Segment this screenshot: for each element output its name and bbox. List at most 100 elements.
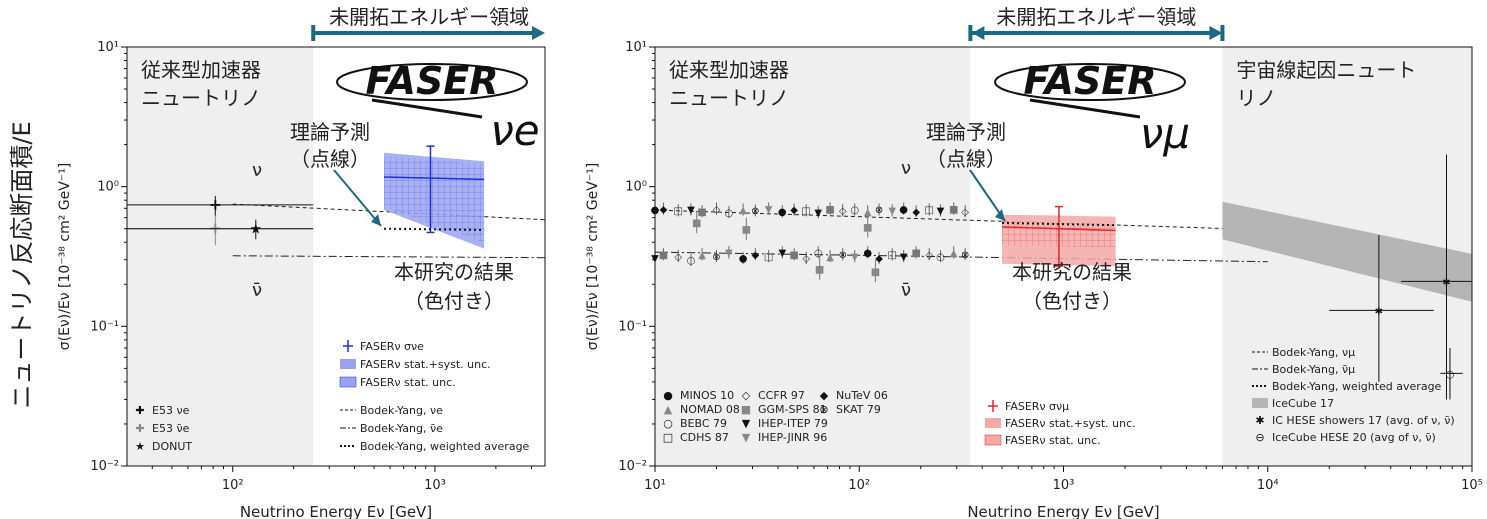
data-point-accelerator: ▲ <box>698 250 706 261</box>
data-point-accelerator: ○ <box>687 256 696 267</box>
data-point-accelerator: ▼ <box>725 248 733 259</box>
legend-marker: ◇ <box>742 389 751 402</box>
legend-label: BEBC 79 <box>680 417 727 430</box>
legend-marker <box>340 359 356 369</box>
legend-label: FASERν stat. unc. <box>1005 434 1101 447</box>
data-point-accelerator: ◇ <box>925 250 933 261</box>
theory-note-arrow <box>333 169 382 227</box>
legend-marker: ● <box>663 389 673 402</box>
legend-marker: ○ <box>663 417 673 430</box>
theory-nubar-line <box>232 255 546 259</box>
faser-central-line <box>384 176 485 181</box>
theory-note: 理論予測 <box>290 120 370 144</box>
theory-note: 理論予測 <box>926 120 1006 144</box>
data-point-ggm: ■ <box>742 225 751 236</box>
data-point-e53: + <box>209 195 222 214</box>
region-label: ニュートリノ <box>141 86 261 110</box>
legend-marker: ✚ <box>135 404 144 417</box>
legend-marker: ⊖ <box>1255 431 1264 444</box>
data-point-accelerator: ◇ <box>961 207 969 218</box>
nu-label: ν <box>252 160 262 181</box>
legend-marker <box>1252 398 1268 408</box>
legend-label: E53 ν̄e <box>152 422 190 435</box>
icecube-point: ✱ <box>1442 277 1450 288</box>
data-point-accelerator: ◇ <box>802 254 810 265</box>
legend-marker <box>985 418 1001 428</box>
y-tick-label: 10⁰ <box>625 180 647 195</box>
data-point-accelerator: ▲ <box>864 207 872 218</box>
legend-marker: ▼ <box>742 431 751 444</box>
icecube-band <box>1222 201 1472 302</box>
y-tick-label: 10⁰ <box>97 180 119 195</box>
x-tick-label: 10³ <box>424 478 446 493</box>
region-label: 従来型加速器 <box>669 58 789 82</box>
data-point-accelerator: ▼ <box>888 206 896 217</box>
data-point-accelerator: ◆ <box>912 207 920 218</box>
x-axis-label: Neutrino Energy Eν [GeV] <box>240 503 432 519</box>
data-point-accelerator: ● <box>899 204 908 215</box>
data-point-accelerator: ■ <box>789 250 798 261</box>
theory-note: （点線） <box>926 147 1006 171</box>
data-point-ggm: ■ <box>871 267 880 278</box>
legend-marker: ◆ <box>820 389 829 402</box>
data-point-accelerator: ■ <box>911 248 920 259</box>
data-point-accelerator: ▲ <box>739 205 747 216</box>
theory-avg-line <box>1001 221 1116 227</box>
x-tick-label: 10² <box>222 478 244 493</box>
faser-logo-arrow <box>371 98 483 119</box>
y-axis-label: σ(Eν)/Eν [10⁻³⁸ cm² GeV⁻¹] <box>57 163 73 351</box>
data-point-accelerator: ○ <box>814 248 823 259</box>
legend-marker: ▼ <box>742 417 751 430</box>
data-point-accelerator: ⊗ <box>712 252 720 263</box>
region-label: 従来型加速器 <box>141 58 261 82</box>
x-tick-label: 10¹ <box>644 478 666 493</box>
data-point-accelerator: ▼ <box>687 205 695 216</box>
banner-label: 未開拓エネルギー領域 <box>996 5 1196 29</box>
theory-note: （点線） <box>290 147 370 171</box>
legend-label: IC HESE showers 17 (avg. of ν, ν̄) <box>1272 414 1455 427</box>
region-label: 宇宙線起因ニュート <box>1236 58 1416 82</box>
legend-label: GGM-SPS 81 <box>758 403 827 416</box>
nu-label: ν <box>901 158 911 179</box>
data-point-accelerator: ◆ <box>875 254 883 265</box>
legend-label: Bodek-Yang, ν̄e <box>360 422 443 435</box>
data-point-accelerator: ▼ <box>778 248 786 259</box>
y-tick-label: 10⁻¹ <box>90 319 119 334</box>
data-point-accelerator: ○ <box>725 208 734 219</box>
legend-marker: ■ <box>741 403 751 416</box>
legend-marker: ✱ <box>1255 414 1264 427</box>
faser-logo-ring <box>994 63 1186 101</box>
data-point-accelerator: ⊗ <box>875 205 883 216</box>
data-point-accelerator: □ <box>674 206 683 217</box>
data-point-accelerator: ▼ <box>937 206 945 217</box>
y-tick-label: 10¹ <box>625 40 647 55</box>
legend-label: IHEP-JINR 96 <box>758 431 827 444</box>
y-tick-label: 10⁻² <box>90 459 119 474</box>
y-tick-label: 10¹ <box>97 40 119 55</box>
x-axis-label: Neutrino Energy Eν [GeV] <box>967 503 1159 519</box>
banner-arrow-head <box>532 26 545 40</box>
legend-marker <box>339 376 357 388</box>
data-point-accelerator: □ <box>801 206 810 217</box>
y-axis-label: σ(Eν)/Eν [10⁻³⁸ cm² GeV⁻¹] <box>585 163 601 351</box>
data-point-accelerator: ◇ <box>839 206 847 217</box>
data-point-accelerator: ● <box>739 254 748 265</box>
flavor-symbol: νe <box>490 106 539 155</box>
theory-nubar-line <box>654 251 1268 263</box>
legend-marker <box>984 434 1002 446</box>
data-point-accelerator: ▼ <box>765 204 773 215</box>
legend-label: FASERν stat.+syst. unc. <box>360 358 491 371</box>
y-tick-label: 10⁻² <box>618 459 647 474</box>
data-point-accelerator: ▼ <box>851 252 859 263</box>
x-tick-label: 10⁴ <box>1257 478 1279 493</box>
result-note: （色付き） <box>1022 289 1122 313</box>
legend-label: NOMAD 08 <box>680 403 740 416</box>
data-point-accelerator: ◇ <box>674 252 682 263</box>
legend-label: Bodek-Yang, νe <box>360 404 443 417</box>
legend-label: Bodek-Yang, weighted average <box>1272 380 1442 393</box>
icecube-point: ○ <box>1446 369 1455 380</box>
legend-label: IHEP-ITEP 79 <box>758 417 828 430</box>
data-point-accelerator: ■ <box>697 207 706 218</box>
faser-logo-ring <box>336 63 528 101</box>
